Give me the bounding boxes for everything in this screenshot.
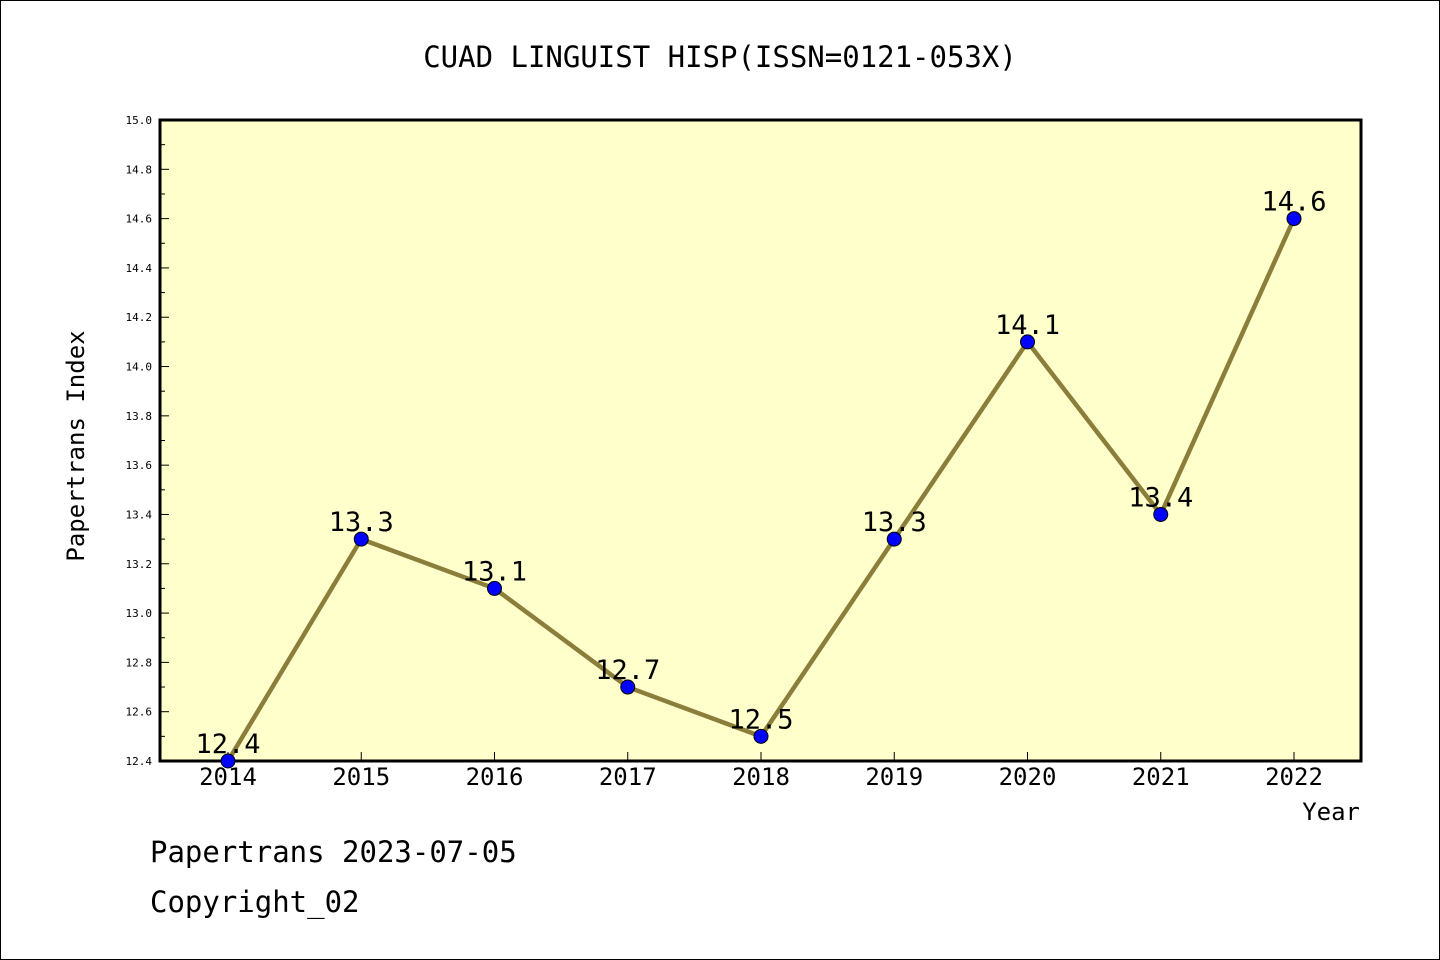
data-label: 13.3	[329, 507, 394, 538]
data-label: 13.3	[862, 507, 927, 538]
data-points: 12.4 13.3 13.1 12.7 12.5 13.3 14.1 13.4 14.6	[195, 187, 1327, 769]
data-point	[353, 531, 369, 547]
y-tick-label: 14.2	[126, 311, 153, 324]
y-tick-label: 14.4	[126, 262, 153, 275]
data-label: 12.4	[195, 729, 260, 760]
y-tick-label: 15.0	[126, 114, 153, 127]
y-tick-label: 13.8	[126, 410, 153, 423]
footer-copyright: Copyright_02	[150, 885, 360, 919]
data-point	[1286, 211, 1302, 227]
data-label: 12.7	[595, 655, 660, 686]
y-tick-label: 13.0	[126, 607, 153, 620]
data-point	[620, 679, 636, 695]
y-tick-label: 12.6	[126, 706, 153, 719]
data-label: 12.5	[728, 704, 793, 735]
x-tick-label: 2021	[1132, 763, 1190, 791]
y-tick-label: 12.4	[126, 755, 153, 768]
data-point	[753, 728, 769, 744]
y-tick-label: 12.8	[126, 656, 153, 669]
x-tick-label: 2020	[999, 763, 1057, 791]
y-tick-label: 13.2	[126, 558, 153, 571]
data-label: 13.1	[462, 556, 527, 587]
x-tick-label: 2017	[599, 763, 657, 791]
x-tick-label: 2022	[1265, 763, 1323, 791]
x-tick-label: 2015	[332, 763, 390, 791]
data-point	[1020, 334, 1035, 350]
data-label: 14.1	[995, 310, 1060, 341]
x-tick-label: 2018	[732, 763, 790, 791]
data-label: 13.4	[1128, 482, 1193, 513]
y-tick-label: 13.6	[126, 459, 153, 472]
y-axis: 12.4 12.6 12.8 13.0 13.2 13.4 13.6 13.8 14.0 14.2…	[126, 114, 169, 768]
x-axis-label: Year	[1302, 798, 1360, 826]
footer-date: Papertrans 2023-07-05	[150, 835, 517, 869]
data-point	[220, 753, 236, 769]
y-tick-label: 13.4	[126, 508, 153, 521]
x-tick-label: 2016	[466, 763, 524, 791]
y-tick-label: 14.0	[126, 361, 153, 374]
y-tick-label: 14.8	[126, 163, 153, 176]
plot-area	[158, 118, 1363, 763]
data-point	[886, 531, 902, 547]
data-point	[1153, 506, 1169, 522]
chart-title: CUAD LINGUIST HISP(ISSN=0121-053X)	[423, 40, 1017, 74]
y-tick-label: 14.6	[126, 213, 153, 226]
data-point	[487, 580, 502, 596]
data-label: 14.6	[1261, 187, 1326, 218]
y-axis-label: Papertrans Index	[62, 330, 90, 561]
x-axis: 2014 2015 2016 2017 2018 2019 2020 2021 2022	[199, 752, 1323, 791]
x-tick-label: 2019	[865, 763, 923, 791]
